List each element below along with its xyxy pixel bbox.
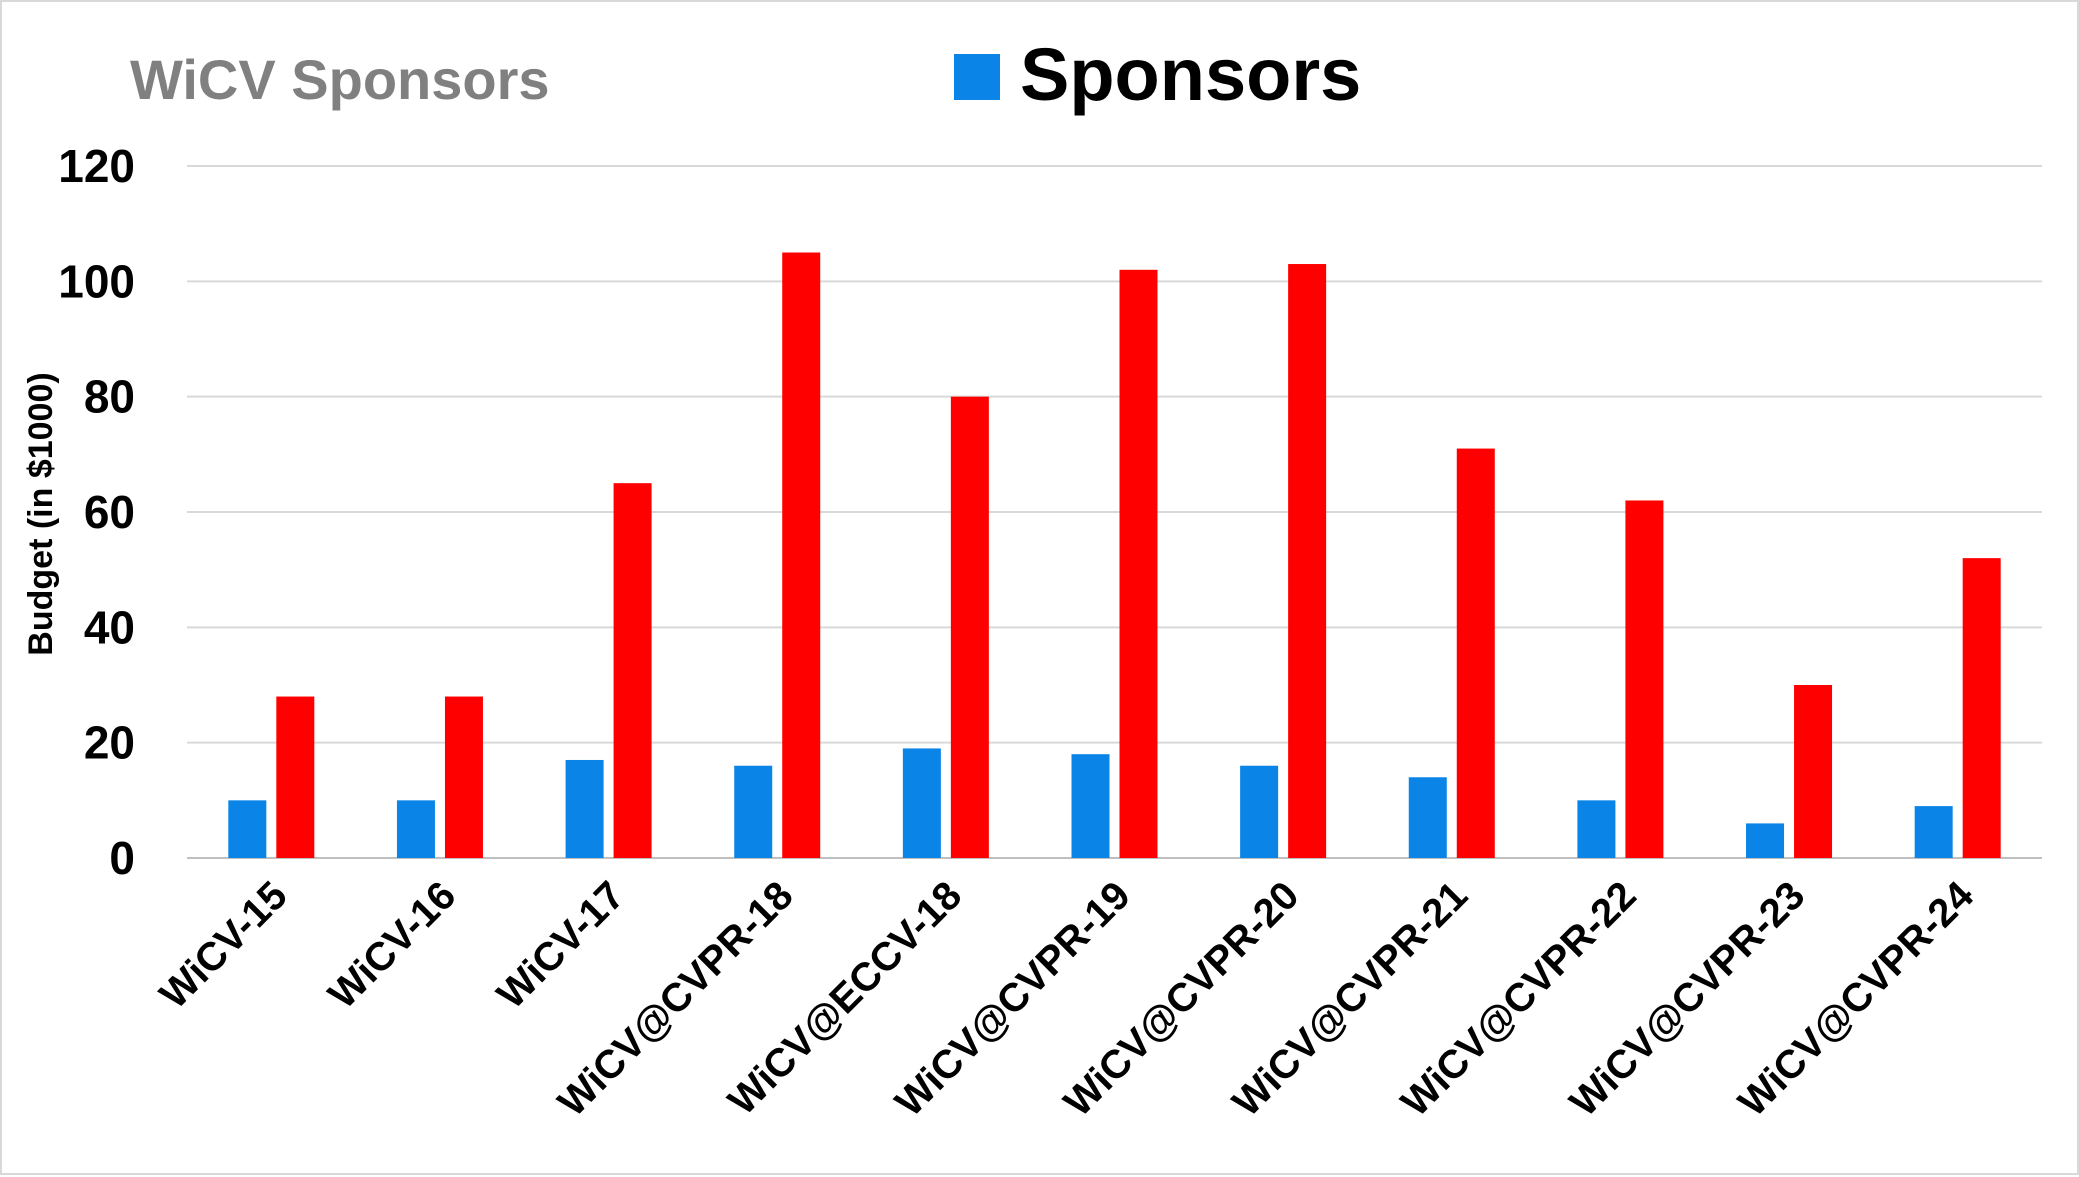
legend-label-sponsors: Sponsors [1020, 33, 1361, 116]
bar-series-2-9 [1625, 500, 1664, 858]
legend-swatch-sponsors [954, 54, 1000, 100]
y-tick-label: 100 [58, 255, 135, 307]
bar-series-2-10 [1794, 685, 1833, 858]
bar-series-2-1 [276, 696, 315, 858]
x-tick-label: WiCV-15 [152, 873, 296, 1017]
y-tick-label: 20 [84, 717, 135, 769]
bar-series-1-2 [396, 800, 435, 858]
y-axis-label: Budget (in $1000) [22, 372, 60, 655]
bar-series-2-5 [950, 396, 989, 858]
bar-series-1-9 [1577, 800, 1616, 858]
y-tick-label: 80 [84, 371, 135, 423]
y-tick-label: 120 [58, 140, 135, 192]
bars [228, 252, 2001, 858]
chart-title: WiCV Sponsors [130, 48, 550, 111]
bar-series-1-4 [734, 765, 773, 858]
y-tick-label: 0 [109, 832, 135, 884]
x-axis-ticks: WiCV-15 WiCV-16 WiCV-17WiCV@CVPR-18WiCV@EC… [152, 873, 1983, 1125]
legend: Sponsors [954, 33, 1361, 116]
bar-series-2-8 [1456, 448, 1495, 858]
y-tick-label: 40 [84, 601, 135, 653]
bar-series-1-6 [1071, 754, 1110, 858]
y-axis-ticks: 0 20 40 60 80 100 120 [58, 140, 135, 884]
bar-series-2-3 [613, 483, 652, 858]
bar-series-2-11 [1962, 558, 2001, 858]
bar-series-2-4 [782, 252, 821, 858]
bar-series-2-7 [1288, 264, 1327, 858]
bar-series-1-10 [1746, 823, 1785, 858]
bar-series-1-3 [565, 759, 604, 858]
bar-series-1-7 [1240, 765, 1279, 858]
x-tick-label: WiCV-17 [489, 873, 633, 1017]
y-tick-label: 60 [84, 486, 135, 538]
gridlines [187, 165, 2042, 859]
x-tick-label: WiCV-16 [320, 873, 464, 1017]
bar-series-1-5 [902, 748, 941, 858]
bar-series-1-11 [1914, 806, 1953, 858]
bar-series-2-6 [1119, 269, 1158, 858]
bar-series-1-1 [228, 800, 267, 858]
bar-series-1-8 [1408, 777, 1447, 858]
bar-series-2-2 [444, 696, 483, 858]
